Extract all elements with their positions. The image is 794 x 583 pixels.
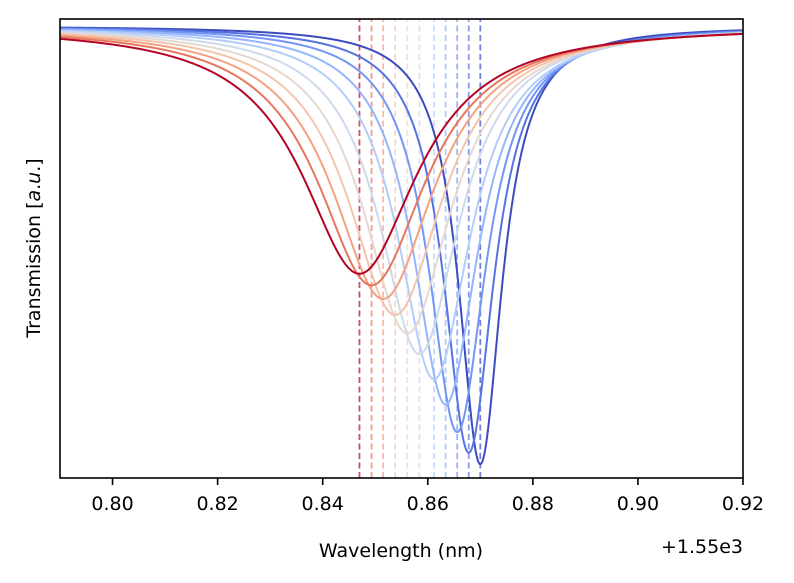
series-line-7: [60, 32, 743, 335]
series-line-4: [60, 28, 743, 406]
series-line-3: [60, 27, 743, 434]
series-line-1: [60, 26, 743, 466]
x-axis-ticks: 0.80 0.82 0.84 0.86 0.88 0.90 0.92: [91, 478, 764, 515]
series-line-8: [60, 32, 743, 317]
plot-area: [59, 18, 744, 479]
series-line-11: [60, 32, 743, 275]
axes-frame: [59, 18, 744, 479]
x-tick-label: 0.84: [302, 493, 344, 515]
resonance-center-markers: [358, 19, 482, 478]
x-tick-label: 0.90: [617, 493, 659, 515]
series-line-5: [60, 29, 743, 381]
x-tick-label: 0.92: [722, 493, 764, 515]
transmission-curves: [60, 26, 743, 466]
x-offset-label: +1.55e3: [661, 536, 743, 558]
x-tick-label: 0.88: [512, 493, 554, 515]
y-label-unit-a: a: [23, 190, 45, 202]
y-label-text: Transmission [: [23, 202, 45, 339]
series-line-10: [60, 32, 743, 287]
y-label-unit-u: u: [23, 172, 45, 184]
y-label-dot-1: .: [23, 184, 45, 190]
y-axis-label: Transmission [a.u.]: [23, 158, 45, 338]
x-tick-label: 0.82: [196, 493, 238, 515]
x-axis-label: Wavelength (nm): [319, 540, 483, 562]
x-tick-label: 0.80: [91, 493, 133, 515]
x-tick-label: 0.86: [407, 493, 449, 515]
y-label-close: ]: [23, 158, 45, 165]
y-label-dot-2: .: [23, 166, 45, 172]
